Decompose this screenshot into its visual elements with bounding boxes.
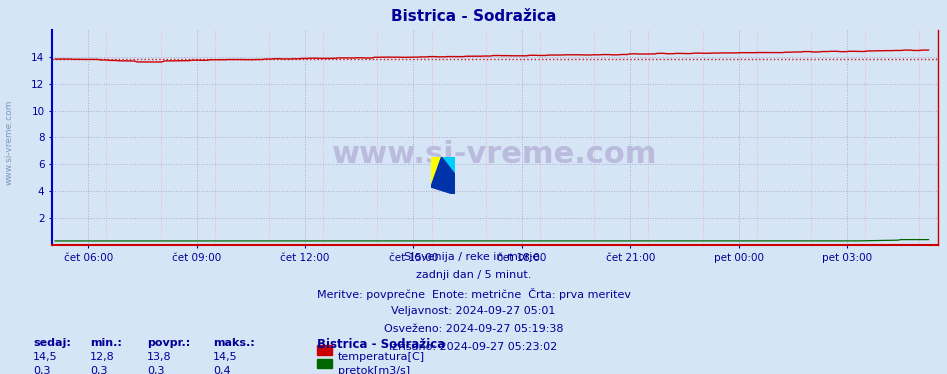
Text: pretok[m3/s]: pretok[m3/s]	[338, 366, 410, 374]
Polygon shape	[431, 157, 441, 187]
Text: 12,8: 12,8	[90, 352, 115, 362]
Text: www.si-vreme.com: www.si-vreme.com	[332, 140, 657, 169]
Text: Meritve: povprečne  Enote: metrične  Črta: prva meritev: Meritve: povprečne Enote: metrične Črta:…	[316, 288, 631, 300]
Text: 13,8: 13,8	[147, 352, 171, 362]
Text: sedaj:: sedaj:	[33, 338, 71, 349]
Text: povpr.:: povpr.:	[147, 338, 190, 349]
Text: www.si-vreme.com: www.si-vreme.com	[5, 99, 14, 185]
Text: Slovenija / reke in morje.: Slovenija / reke in morje.	[404, 252, 543, 263]
Text: 14,5: 14,5	[213, 352, 238, 362]
Text: Bistrica - Sodražica: Bistrica - Sodražica	[391, 9, 556, 24]
Text: zadnji dan / 5 minut.: zadnji dan / 5 minut.	[416, 270, 531, 280]
Text: temperatura[C]: temperatura[C]	[338, 352, 425, 362]
Text: 0,4: 0,4	[213, 366, 231, 374]
Text: Veljavnost: 2024-09-27 05:01: Veljavnost: 2024-09-27 05:01	[391, 306, 556, 316]
Text: 0,3: 0,3	[147, 366, 164, 374]
Text: min.:: min.:	[90, 338, 122, 349]
Text: maks.:: maks.:	[213, 338, 255, 349]
Text: 14,5: 14,5	[33, 352, 58, 362]
Polygon shape	[441, 157, 455, 174]
Text: Bistrica - Sodražica: Bistrica - Sodražica	[317, 338, 445, 352]
Text: 0,3: 0,3	[33, 366, 50, 374]
Text: Osveženo: 2024-09-27 05:19:38: Osveženo: 2024-09-27 05:19:38	[384, 324, 563, 334]
Polygon shape	[431, 157, 455, 194]
Text: 0,3: 0,3	[90, 366, 107, 374]
Text: Izrisano: 2024-09-27 05:23:02: Izrisano: 2024-09-27 05:23:02	[389, 342, 558, 352]
